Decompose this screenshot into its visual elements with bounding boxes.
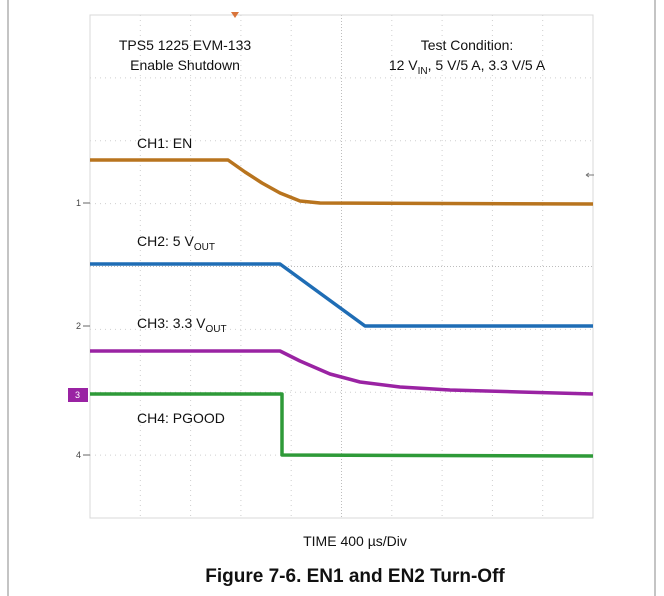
text: CH3: 3.3 V xyxy=(137,315,206,331)
text: 12 V xyxy=(389,57,418,73)
ch4-trace xyxy=(90,392,594,458)
subscript: OUT xyxy=(205,324,226,335)
ch3-marker: 3 xyxy=(75,390,80,400)
ch4-marker: 4 xyxy=(76,450,81,460)
caption: Figure 7-6. EN1 and EN2 Turn-Off xyxy=(205,566,505,587)
trigger-marker xyxy=(231,12,239,18)
ch3-trace xyxy=(90,349,594,396)
subscript: OUT xyxy=(194,242,215,253)
test-condition: Test Condition: xyxy=(421,37,514,53)
ch3-label: CH3: 3.3 VOUT xyxy=(137,315,227,335)
ch1-trace xyxy=(90,158,594,206)
test-condition-values: 12 VIN, 5 V/5 A, 3.3 V/5 A xyxy=(389,57,546,77)
ch2-label: CH2: 5 VOUT xyxy=(137,233,215,253)
ch2-trace xyxy=(90,262,593,328)
ch2-marker: 2 xyxy=(76,321,81,331)
ch1-marker: 1 xyxy=(76,198,81,208)
scope-subtitle: Enable Shutdown xyxy=(130,57,240,73)
text: , 5 V/5 A, 3.3 V/5 A xyxy=(428,57,546,73)
scope-title: TPS5 1225 EVM-133 xyxy=(119,37,252,53)
trigger-level xyxy=(585,172,594,178)
text: CH2: 5 V xyxy=(137,233,194,249)
scope-grid xyxy=(90,15,593,518)
ch1-label: CH1: EN xyxy=(137,135,192,151)
scope-screen xyxy=(89,14,594,519)
ch3-marker-box xyxy=(68,388,88,402)
time-label: TIME 400 µs/Div xyxy=(303,533,407,549)
subscript: IN xyxy=(418,66,428,77)
ch4-label: CH4: PGOOD xyxy=(137,410,225,426)
